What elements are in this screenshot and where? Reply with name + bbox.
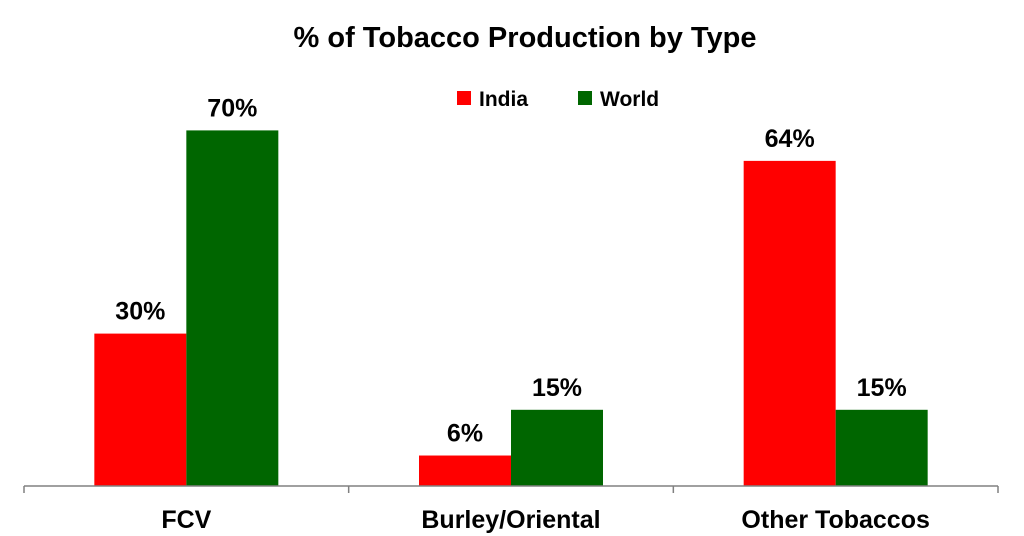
legend-label-world: World [600,88,659,111]
data-label-india-other-tobaccos: 64% [765,125,815,153]
bar-india-other-tobaccos [743,160,836,486]
legend-label-india: India [479,88,528,111]
data-label-india-fcv: 30% [115,298,165,326]
x-axis-labels: FCV Burley/Oriental Other Tobaccos [161,506,930,534]
bar-india-fcv [94,333,187,486]
bars-group [94,130,928,486]
bar-india-burley-oriental [419,455,511,486]
bar-world-burley-oriental [511,409,603,486]
data-label-world-fcv: 70% [207,94,257,122]
data-label-india-burley-oriental: 6% [447,420,483,448]
x-tick-label-other-tobaccos: Other Tobaccos [741,506,929,534]
x-tick-label-fcv: FCV [161,506,211,534]
legend-swatch-world [578,91,592,105]
bar-world-other-tobaccos [835,409,928,486]
data-label-world-burley-oriental: 15% [532,374,582,402]
x-axis-ticks [23,486,999,493]
data-labels-group: 30% 70% 6% 15% 64% 15% [115,94,906,447]
data-label-world-other-tobaccos: 15% [857,374,907,402]
chart-title: % of Tobacco Production by Type [294,22,757,54]
bar-world-fcv [186,130,279,486]
legend: India World [457,88,659,111]
legend-swatch-india [457,91,471,105]
x-axis: FCV Burley/Oriental Other Tobaccos [23,485,999,534]
x-tick-label-burley-oriental: Burley/Oriental [421,506,600,534]
